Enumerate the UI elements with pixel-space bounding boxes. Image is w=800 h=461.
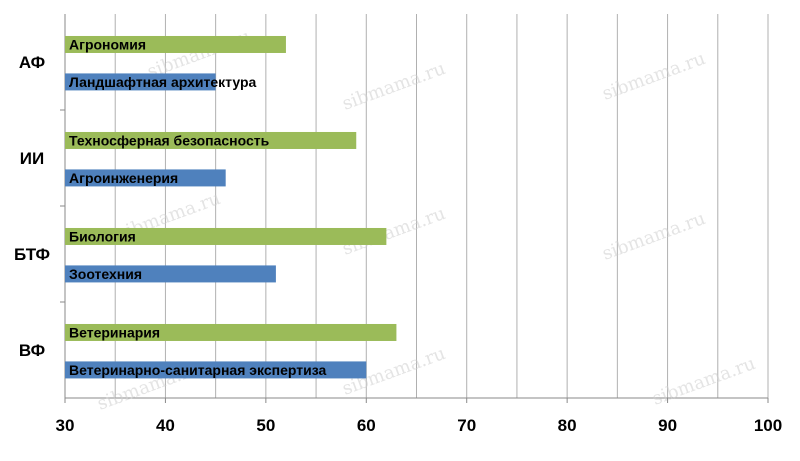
bar — [65, 323, 397, 341]
bar — [65, 265, 276, 283]
bar-label: Агрономия — [69, 36, 146, 52]
watermark-text: sibmama.ru — [600, 48, 709, 105]
group-label: БТФ — [14, 245, 50, 264]
bar — [65, 131, 357, 149]
group-label: АФ — [19, 53, 45, 72]
bar-label: Ветеринария — [69, 324, 160, 340]
watermark-text: sibmama.ru — [600, 208, 709, 265]
bar — [65, 35, 286, 53]
watermark-text: sibmama.ru — [340, 58, 449, 115]
bar — [65, 169, 226, 187]
watermark-text: sibmama.ru — [650, 353, 759, 410]
x-tick-label: 70 — [457, 416, 476, 435]
group-label: ИИ — [20, 149, 44, 168]
bar-label: Агроинженерия — [69, 170, 178, 186]
x-tick-label: 90 — [658, 416, 677, 435]
x-tick-label: 40 — [156, 416, 175, 435]
bar-label: Ветеринарно-санитарная экспертиза — [69, 362, 326, 378]
bar — [65, 361, 367, 379]
x-tick-label: 80 — [558, 416, 577, 435]
bar — [65, 227, 387, 245]
x-tick-label: 30 — [56, 416, 75, 435]
x-axis-ticks: 30 40 50 60 70 80 90 100 — [56, 398, 782, 435]
x-tick-label: 60 — [357, 416, 376, 435]
bar-label: Зоотехния — [69, 266, 142, 282]
bar — [65, 73, 216, 91]
group-labels: АФ ИИ БТФ ВФ — [14, 53, 50, 360]
bar-label: Техносферная безопасность — [69, 132, 270, 148]
grid — [60, 14, 769, 399]
bar-label: Ландшафтная архитектура — [69, 74, 257, 90]
x-tick-label: 100 — [754, 416, 782, 435]
bar-label: Биология — [69, 228, 136, 244]
group-label: ВФ — [19, 341, 45, 360]
bars: Агрономия Ландшафтная архитектура Техносфе… — [65, 35, 397, 379]
x-tick-label: 50 — [256, 416, 275, 435]
